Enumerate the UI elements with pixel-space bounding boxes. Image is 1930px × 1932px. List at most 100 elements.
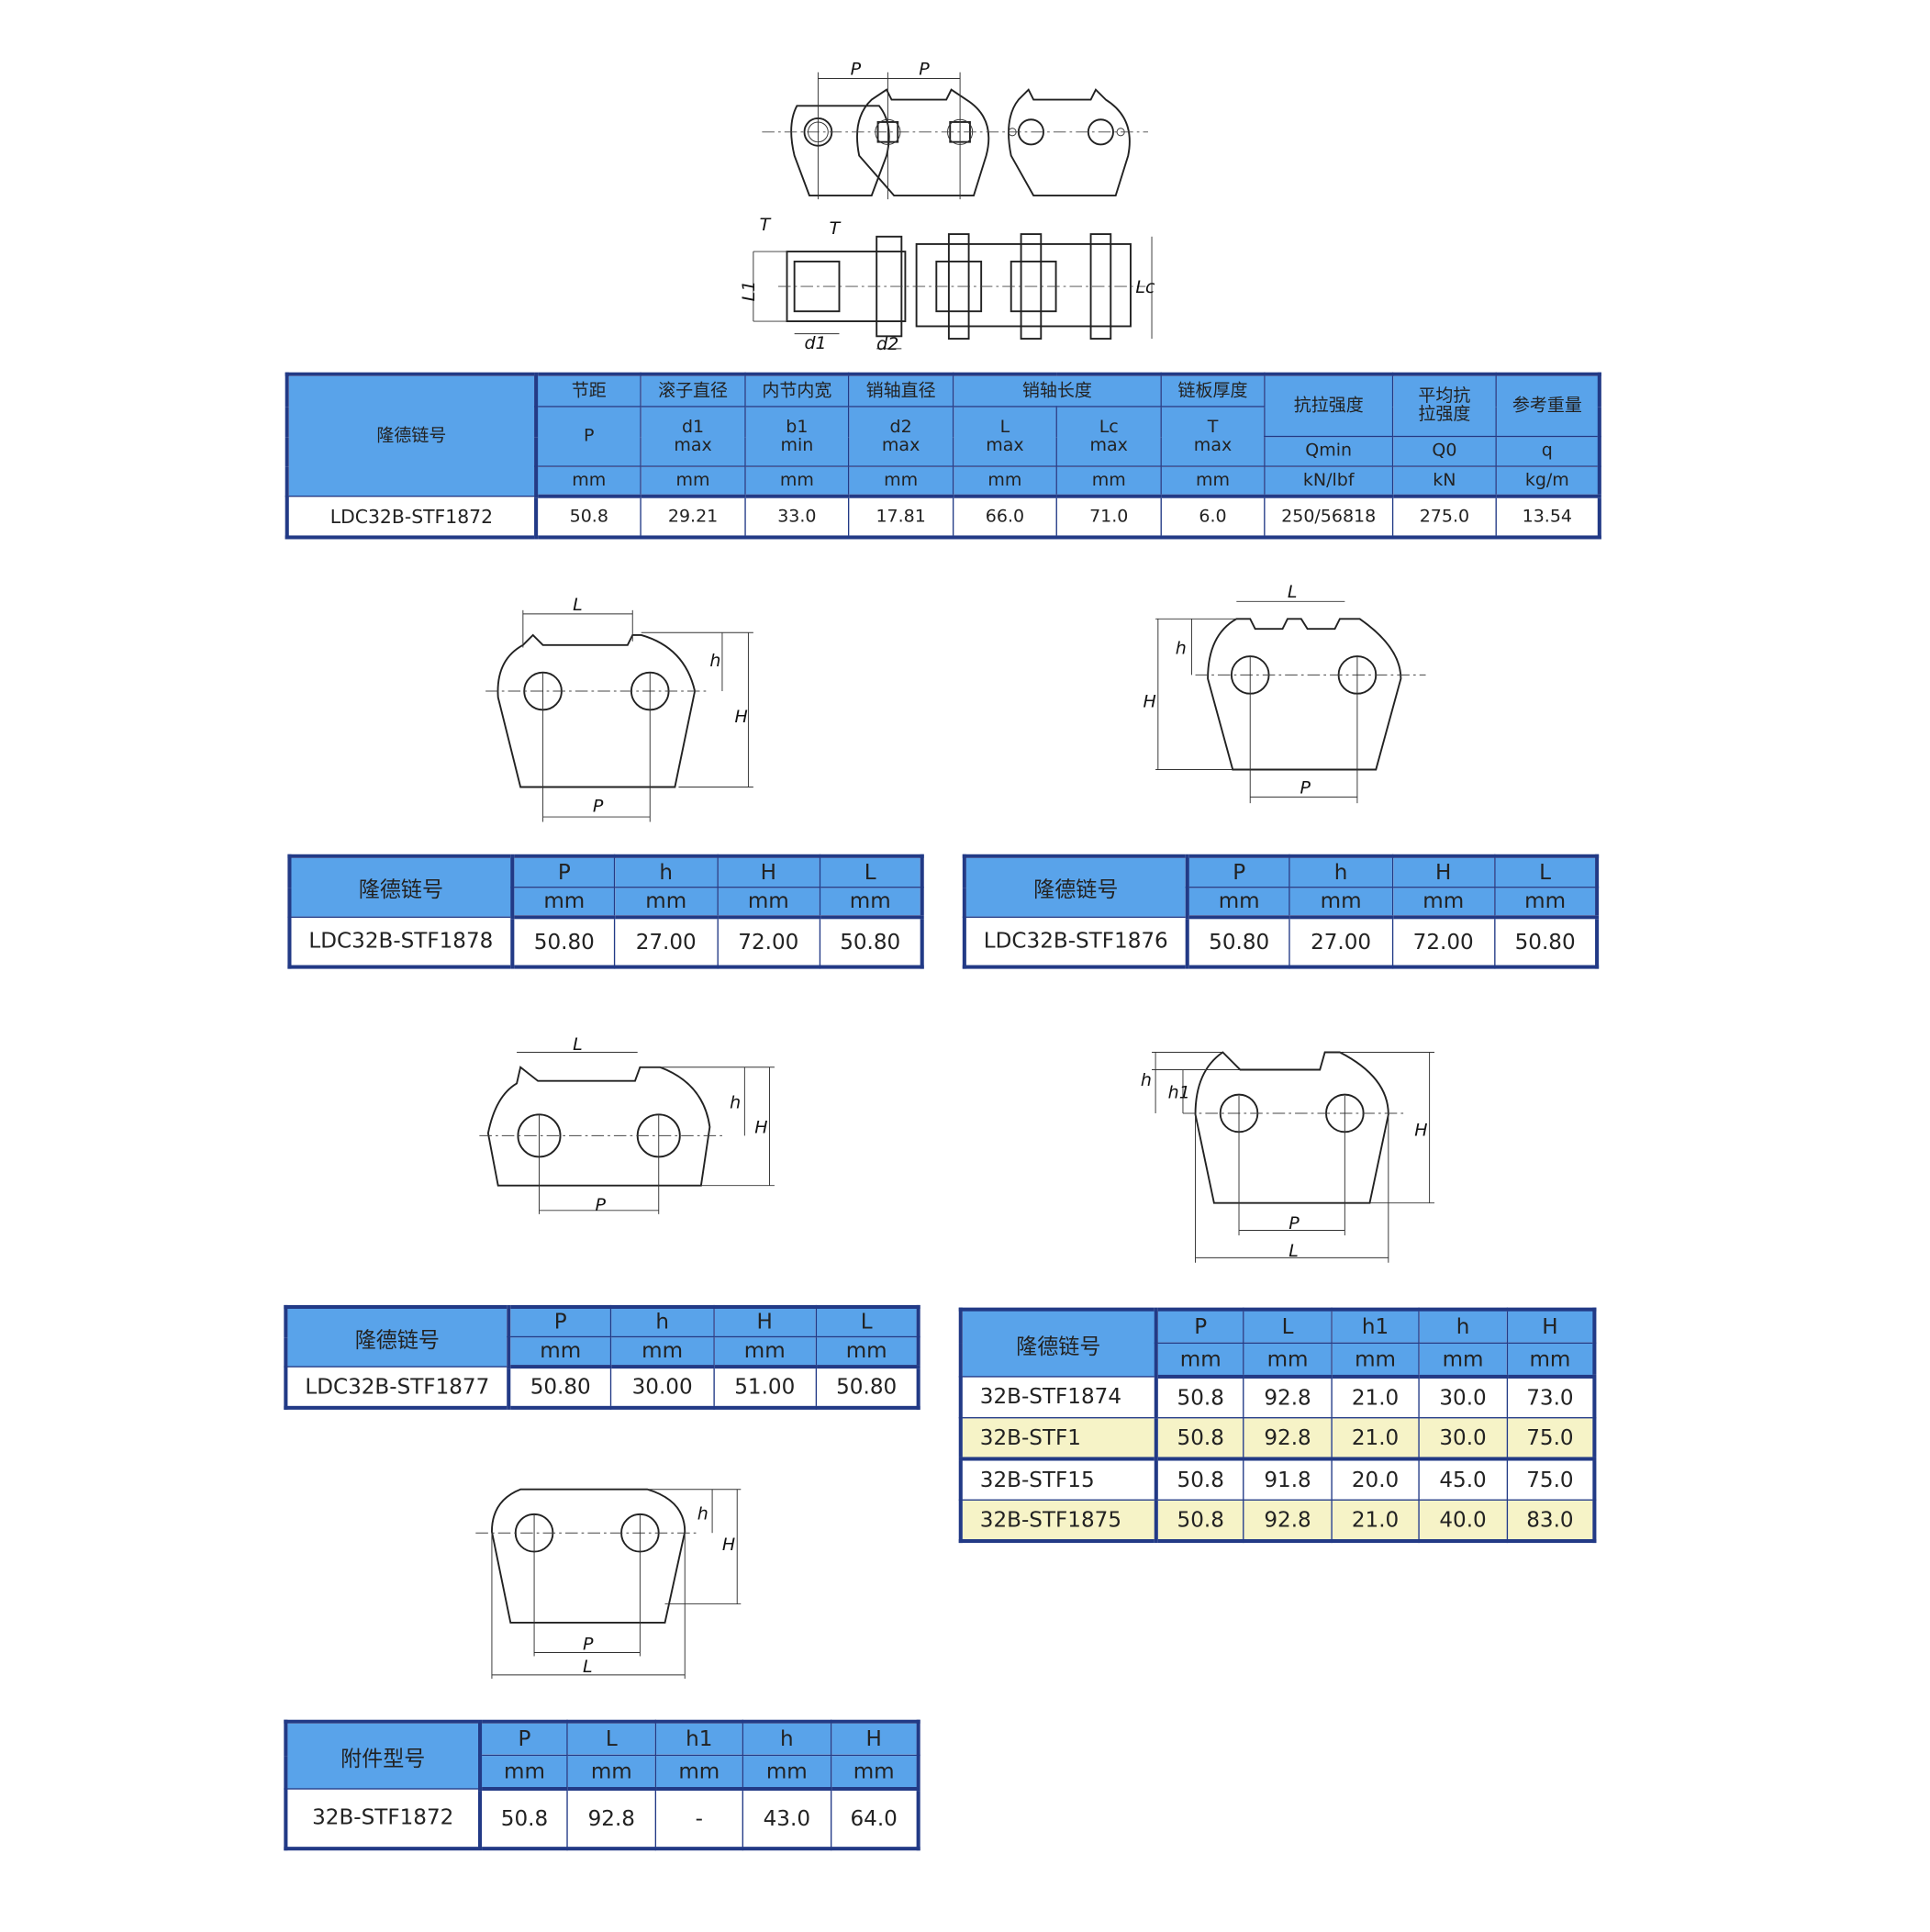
col-header: H xyxy=(716,855,820,888)
unit: kg/m xyxy=(1495,465,1601,498)
svg-text:T: T xyxy=(830,218,842,239)
cell: 21.0 xyxy=(1331,1417,1420,1460)
table-row: 32B-STF1875 50.8 92.8 21.0 40.0 83.0 xyxy=(960,1499,1596,1542)
col-header: h xyxy=(610,1306,715,1338)
cell: LDC32B-STF1877 xyxy=(284,1366,511,1409)
col-header: h xyxy=(1289,855,1393,888)
plate-1872-drawing: hH PL xyxy=(475,1488,742,1679)
svg-text:h: h xyxy=(730,1093,741,1113)
plate-1878-drawing: L P h H xyxy=(485,595,753,822)
svg-text:P: P xyxy=(1289,1213,1300,1234)
chain-number-header: 隆德链号 xyxy=(960,1308,1158,1378)
cell: 250/56818 xyxy=(1264,496,1394,539)
table-row: LDC32B-STF1878 50.80 27.00 72.00 50.80 xyxy=(288,916,923,968)
header-pin-diameter: 销轴直径 xyxy=(847,374,954,408)
svg-text:L: L xyxy=(583,1657,593,1677)
svg-text:h1: h1 xyxy=(1168,1083,1190,1103)
col-header: h xyxy=(614,855,719,888)
cell: LDC32B-STF1876 xyxy=(964,916,1189,968)
unit: mm xyxy=(654,1754,744,1792)
col-header: P xyxy=(511,855,616,888)
plate-1877-drawing: L P hH xyxy=(479,1034,775,1215)
cell: 72.00 xyxy=(1391,916,1496,968)
cell: 50.8 xyxy=(1155,1376,1244,1419)
svg-text:d2: d2 xyxy=(876,334,898,354)
sym-Q0: Q0 xyxy=(1391,435,1497,467)
main-spec-table: 隆德链号 节距 滚子直径 内节内宽 销轴直径 销轴长度 链板厚度 抗拉强度 平均… xyxy=(284,372,1601,540)
unit: kN xyxy=(1391,465,1497,498)
col-header: P xyxy=(1155,1308,1244,1344)
col-header: h1 xyxy=(1331,1308,1420,1344)
unit: mm xyxy=(712,1335,817,1369)
unit: mm xyxy=(1243,1342,1333,1379)
sym-Lc: Lc max xyxy=(1055,406,1162,467)
unit: mm xyxy=(479,1754,569,1792)
cell: 33.0 xyxy=(744,496,850,539)
table-row: 32B-STF15 50.8 91.8 20.0 45.0 75.0 xyxy=(960,1457,1596,1501)
cell: 275.0 xyxy=(1391,496,1497,539)
svg-text:P: P xyxy=(851,59,862,79)
unit: mm xyxy=(819,887,923,920)
header-roller-diameter: 滚子直径 xyxy=(640,374,746,408)
cell: 91.8 xyxy=(1243,1457,1333,1501)
attachment-model-header: 附件型号 xyxy=(284,1721,483,1790)
unit: mm xyxy=(511,887,616,920)
cell: 30.0 xyxy=(1418,1417,1508,1460)
cell: 51.00 xyxy=(712,1366,817,1409)
sym-d2: d2 max xyxy=(847,406,954,467)
unit: mm xyxy=(610,1335,715,1369)
cell: 66.0 xyxy=(952,496,1057,539)
col-header: H xyxy=(1391,855,1496,888)
unit: mm xyxy=(1418,1342,1508,1379)
cell: 43.0 xyxy=(742,1788,831,1849)
unit: mm xyxy=(742,1754,831,1792)
cell: 13.54 xyxy=(1495,496,1601,539)
svg-text:Lc: Lc xyxy=(1135,277,1155,297)
plate-1876-drawing: L P h H xyxy=(1143,582,1426,804)
unit: mm xyxy=(847,465,954,498)
cell: - xyxy=(654,1788,744,1849)
cell: 50.80 xyxy=(508,1366,612,1409)
header-weight: 参考重量 xyxy=(1495,374,1601,438)
svg-text:h: h xyxy=(1141,1070,1152,1090)
sym-d1: d1 max xyxy=(640,406,746,467)
chain-number-header: 隆德链号 xyxy=(286,374,539,497)
svg-text:H: H xyxy=(1414,1120,1427,1140)
col-header: H xyxy=(830,1721,920,1757)
cell: 92.8 xyxy=(1243,1417,1333,1460)
svg-text:L: L xyxy=(573,1034,583,1055)
table-row: 32B-STF1 50.8 92.8 21.0 30.0 75.0 xyxy=(960,1417,1596,1460)
plate-1874-drawing: h h1 H PL xyxy=(1141,1051,1435,1263)
cell: 50.8 xyxy=(535,496,641,539)
cell: 50.80 xyxy=(1493,916,1598,968)
cell: LDC32B-STF1878 xyxy=(288,916,515,968)
col-header: P xyxy=(479,1721,569,1757)
cell: 32B-STF1 xyxy=(960,1417,1158,1460)
svg-text:H: H xyxy=(722,1535,735,1555)
svg-text:h: h xyxy=(1176,638,1187,658)
cell: 75.0 xyxy=(1506,1417,1596,1460)
table-row: LDC32B-STF1876 50.80 27.00 72.00 50.80 xyxy=(964,916,1598,968)
chain-number-header: 隆德链号 xyxy=(288,855,515,918)
chain-top-view: L1 T T Lc d1 d2 xyxy=(739,215,1155,354)
cell: 50.80 xyxy=(819,916,923,968)
unit: mm xyxy=(1155,1342,1244,1379)
unit: mm xyxy=(1160,465,1266,498)
unit: mm xyxy=(614,887,719,920)
header-avg-tensile-strength: 平均抗拉强度 xyxy=(1391,374,1497,438)
cell: 83.0 xyxy=(1506,1499,1596,1542)
cell: 50.80 xyxy=(511,916,616,968)
unit: mm xyxy=(1187,887,1290,920)
col-header: P xyxy=(1187,855,1290,888)
cell: 20.0 xyxy=(1331,1457,1420,1501)
unit: mm xyxy=(1289,887,1393,920)
svg-text:P: P xyxy=(593,797,604,817)
unit: mm xyxy=(566,1754,656,1792)
col-header: L xyxy=(566,1721,656,1757)
units-row: mm mm mm mm mm mm mm kN/lbf kN kg/m xyxy=(287,465,1601,498)
